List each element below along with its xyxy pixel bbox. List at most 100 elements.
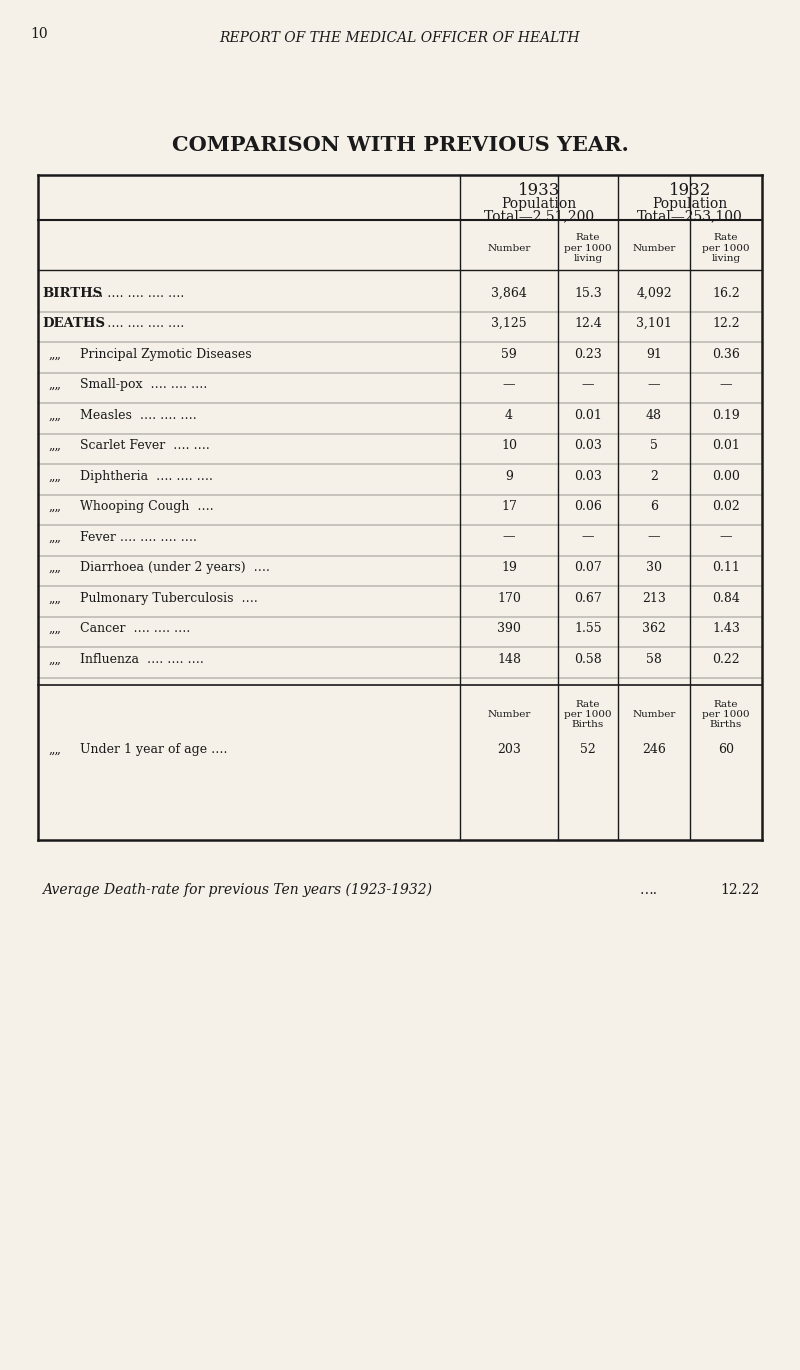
Text: 0.11: 0.11 bbox=[712, 560, 740, 574]
Text: DEATHS: DEATHS bbox=[42, 316, 105, 330]
Text: „„: „„ bbox=[48, 438, 61, 452]
Text: Fever …. …. …. ….: Fever …. …. …. …. bbox=[80, 530, 197, 544]
Text: 0.19: 0.19 bbox=[712, 408, 740, 422]
Text: 15.3: 15.3 bbox=[574, 286, 602, 300]
Text: 1.43: 1.43 bbox=[712, 622, 740, 636]
Text: —: — bbox=[720, 378, 732, 390]
Text: 2: 2 bbox=[650, 470, 658, 482]
Text: 0.84: 0.84 bbox=[712, 592, 740, 604]
Text: 1933: 1933 bbox=[518, 181, 560, 199]
Text: 390: 390 bbox=[497, 622, 521, 636]
Text: 0.03: 0.03 bbox=[574, 470, 602, 482]
Text: —: — bbox=[720, 530, 732, 544]
Text: …. …. …. …. ….: …. …. …. …. …. bbox=[87, 286, 184, 300]
Text: 17: 17 bbox=[501, 500, 517, 512]
Text: 9: 9 bbox=[505, 470, 513, 482]
Text: Rate
per 1000
living: Rate per 1000 living bbox=[702, 233, 750, 263]
Text: „„: „„ bbox=[48, 530, 61, 544]
Text: —: — bbox=[648, 530, 660, 544]
Text: 0.03: 0.03 bbox=[574, 438, 602, 452]
Text: 60: 60 bbox=[718, 743, 734, 756]
Text: ….: …. bbox=[640, 884, 658, 897]
Text: „„: „„ bbox=[48, 408, 61, 422]
Text: Number: Number bbox=[632, 244, 676, 252]
Text: 4,092: 4,092 bbox=[636, 286, 672, 300]
Text: Number: Number bbox=[632, 710, 676, 719]
Text: Total—2 51,200: Total—2 51,200 bbox=[484, 210, 594, 223]
Text: Pulmonary Tuberculosis  ….: Pulmonary Tuberculosis …. bbox=[80, 592, 258, 604]
Text: Diphtheria  …. …. ….: Diphtheria …. …. …. bbox=[80, 470, 213, 482]
Text: Rate
per 1000
living: Rate per 1000 living bbox=[564, 233, 612, 263]
Text: BIRTHS: BIRTHS bbox=[42, 286, 102, 300]
Text: Total—253,100: Total—253,100 bbox=[637, 210, 743, 223]
Text: 0.67: 0.67 bbox=[574, 592, 602, 604]
Text: 213: 213 bbox=[642, 592, 666, 604]
Text: 10: 10 bbox=[30, 27, 48, 41]
Text: 58: 58 bbox=[646, 652, 662, 666]
Text: 0.02: 0.02 bbox=[712, 500, 740, 512]
Text: 0.36: 0.36 bbox=[712, 348, 740, 360]
Text: Scarlet Fever  …. ….: Scarlet Fever …. …. bbox=[80, 438, 210, 452]
Text: Population: Population bbox=[652, 197, 728, 211]
Text: —: — bbox=[502, 378, 515, 390]
Text: 91: 91 bbox=[646, 348, 662, 360]
Text: 1.55: 1.55 bbox=[574, 622, 602, 636]
Text: 0.01: 0.01 bbox=[712, 438, 740, 452]
Text: Measles  …. …. ….: Measles …. …. …. bbox=[80, 408, 197, 422]
Text: 3,864: 3,864 bbox=[491, 286, 527, 300]
Text: „„: „„ bbox=[48, 378, 61, 390]
Text: 10: 10 bbox=[501, 438, 517, 452]
Text: 362: 362 bbox=[642, 622, 666, 636]
Text: „„: „„ bbox=[48, 743, 61, 756]
Text: Number: Number bbox=[487, 244, 530, 252]
Text: 12.22: 12.22 bbox=[720, 884, 759, 897]
Text: 0.06: 0.06 bbox=[574, 500, 602, 512]
Text: 0.00: 0.00 bbox=[712, 470, 740, 482]
Text: „„: „„ bbox=[48, 560, 61, 574]
Text: 170: 170 bbox=[497, 592, 521, 604]
Text: COMPARISON WITH PREVIOUS YEAR.: COMPARISON WITH PREVIOUS YEAR. bbox=[171, 136, 629, 155]
Text: REPORT OF THE MEDICAL OFFICER OF HEALTH: REPORT OF THE MEDICAL OFFICER OF HEALTH bbox=[220, 32, 580, 45]
Text: 0.07: 0.07 bbox=[574, 560, 602, 574]
Text: 52: 52 bbox=[580, 743, 596, 756]
Text: 0.58: 0.58 bbox=[574, 652, 602, 666]
Text: 148: 148 bbox=[497, 652, 521, 666]
Text: 12.4: 12.4 bbox=[574, 316, 602, 330]
Text: 0.23: 0.23 bbox=[574, 348, 602, 360]
Text: „„: „„ bbox=[48, 622, 61, 636]
Text: Influenza  …. …. ….: Influenza …. …. …. bbox=[80, 652, 204, 666]
Text: Average Death-rate for previous Ten years (1923-1932): Average Death-rate for previous Ten year… bbox=[42, 882, 432, 897]
Text: 0.22: 0.22 bbox=[712, 652, 740, 666]
Text: Small-pox  …. …. ….: Small-pox …. …. …. bbox=[80, 378, 207, 390]
Text: Under 1 year of age ….: Under 1 year of age …. bbox=[80, 743, 227, 756]
Text: …. …. …. …. ….: …. …. …. …. …. bbox=[87, 316, 184, 330]
Text: 59: 59 bbox=[501, 348, 517, 360]
Text: Cancer  …. …. ….: Cancer …. …. …. bbox=[80, 622, 190, 636]
Text: 3,125: 3,125 bbox=[491, 316, 527, 330]
Text: Number: Number bbox=[487, 710, 530, 719]
Text: —: — bbox=[648, 378, 660, 390]
Text: —: — bbox=[582, 378, 594, 390]
Text: Population: Population bbox=[502, 197, 577, 211]
Text: 16.2: 16.2 bbox=[712, 286, 740, 300]
Text: 12.2: 12.2 bbox=[712, 316, 740, 330]
Text: Whooping Cough  ….: Whooping Cough …. bbox=[80, 500, 214, 512]
Text: Diarrhoea (under 2 years)  ….: Diarrhoea (under 2 years) …. bbox=[80, 560, 270, 574]
Text: Principal Zymotic Diseases: Principal Zymotic Diseases bbox=[80, 348, 252, 360]
Text: 246: 246 bbox=[642, 743, 666, 756]
Text: „„: „„ bbox=[48, 592, 61, 604]
Text: 48: 48 bbox=[646, 408, 662, 422]
Text: —: — bbox=[582, 530, 594, 544]
Text: Rate
per 1000
Births: Rate per 1000 Births bbox=[564, 700, 612, 729]
Text: „„: „„ bbox=[48, 652, 61, 666]
Text: —: — bbox=[502, 530, 515, 544]
Text: 5: 5 bbox=[650, 438, 658, 452]
Text: Rate
per 1000
Births: Rate per 1000 Births bbox=[702, 700, 750, 729]
Text: „„: „„ bbox=[48, 470, 61, 482]
Text: 1932: 1932 bbox=[669, 181, 711, 199]
Text: „„: „„ bbox=[48, 500, 61, 512]
Text: 203: 203 bbox=[497, 743, 521, 756]
Text: 0.01: 0.01 bbox=[574, 408, 602, 422]
Text: „„: „„ bbox=[48, 348, 61, 360]
Text: 30: 30 bbox=[646, 560, 662, 574]
